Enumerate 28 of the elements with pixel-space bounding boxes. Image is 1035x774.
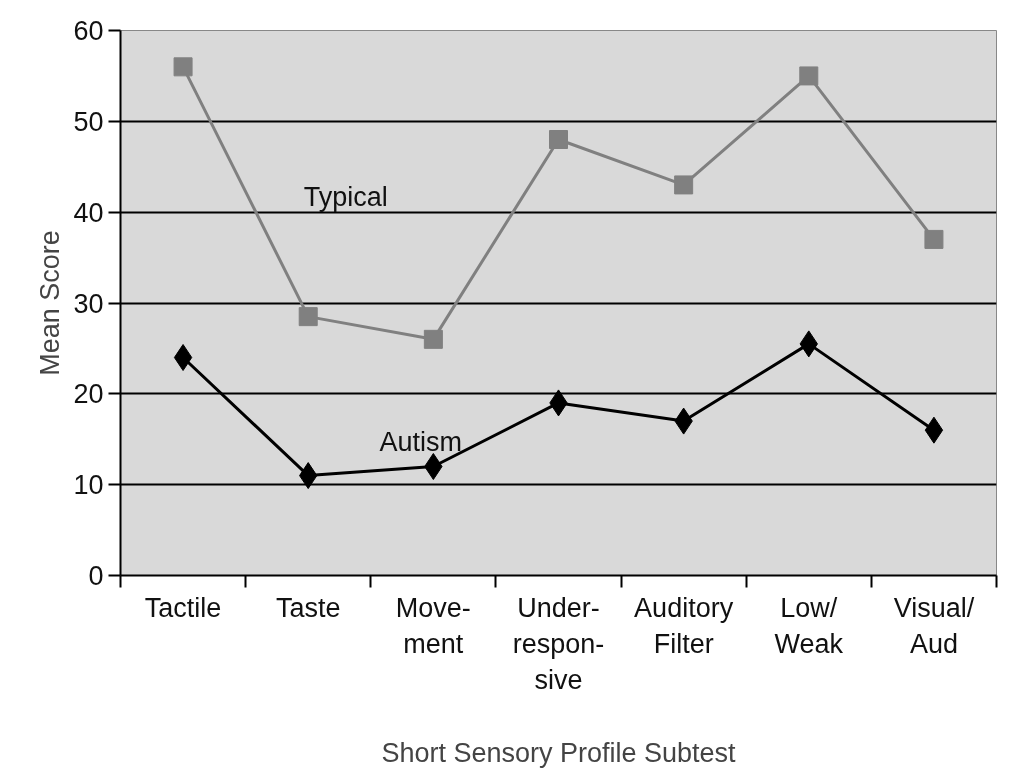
point bbox=[173, 57, 193, 77]
y-tick-label: 50 bbox=[73, 106, 104, 137]
point bbox=[298, 307, 318, 327]
point bbox=[799, 66, 819, 86]
y-tick-label: 20 bbox=[73, 379, 104, 410]
y-tick-label: 40 bbox=[73, 197, 104, 228]
series-label: Typical bbox=[303, 181, 388, 212]
x-tick-label: Under- respon- sive bbox=[512, 592, 605, 695]
y-tick-label: 0 bbox=[88, 561, 104, 591]
x-tick-label: Auditory Filter bbox=[634, 592, 734, 659]
series-label: Autism bbox=[379, 427, 463, 458]
point bbox=[924, 416, 944, 444]
point bbox=[173, 344, 193, 371]
y-tick-label: 30 bbox=[73, 288, 104, 319]
x-tick-label: Low/ Weak bbox=[774, 592, 844, 659]
point bbox=[924, 229, 944, 249]
point bbox=[674, 175, 694, 195]
x-axis-title: Short Sensory Profile Subtest bbox=[381, 737, 737, 768]
x-tick-label: Tactile bbox=[144, 592, 222, 623]
point bbox=[424, 453, 443, 480]
point bbox=[549, 130, 568, 149]
x-tick-label: Taste bbox=[275, 592, 341, 623]
y-axis-title: Mean Score bbox=[35, 230, 66, 376]
y-tick-label: 60 bbox=[73, 16, 104, 46]
x-tick-label: Visual/ Aud bbox=[893, 592, 975, 659]
y-tick-label: 10 bbox=[73, 470, 104, 501]
x-tick-label: Move- ment bbox=[395, 592, 471, 659]
point bbox=[423, 329, 443, 349]
